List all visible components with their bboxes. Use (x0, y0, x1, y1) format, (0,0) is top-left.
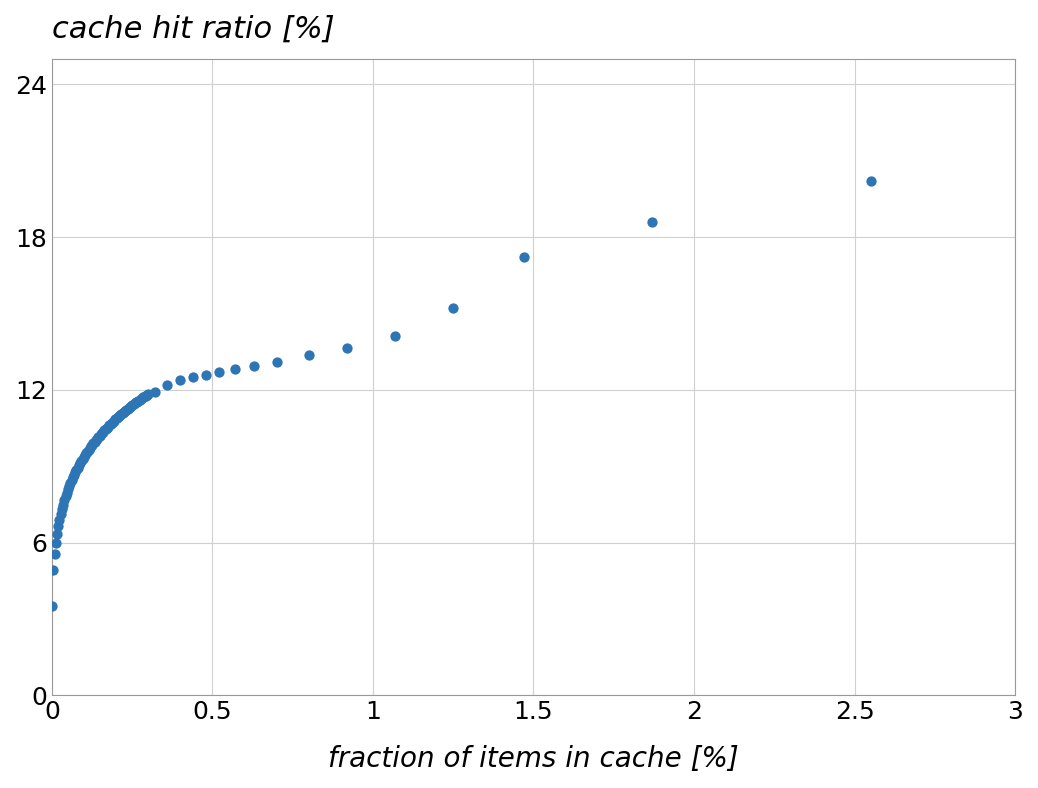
Point (58, 486, 75, 499)
Point (114, 407, 131, 419)
Point (62, 477, 79, 489)
Point (172, 374, 189, 386)
Point (137, 389, 154, 402)
Point (112, 409, 129, 422)
Point (98, 423, 114, 436)
Point (122, 400, 139, 412)
Point (140, 388, 157, 400)
Point (104, 417, 120, 429)
Point (129, 396, 145, 408)
Point (54, 503, 71, 515)
Point (127, 397, 143, 410)
Point (48, 536, 64, 548)
Point (55, 498, 72, 511)
Point (50, 520, 66, 533)
Point (61, 480, 78, 492)
Point (101, 419, 117, 432)
Point (51, 514, 67, 526)
Point (132, 393, 148, 406)
Point (185, 371, 201, 384)
Point (146, 386, 163, 399)
Point (445, 302, 462, 314)
Point (644, 215, 660, 228)
Point (93, 427, 110, 440)
Point (79, 445, 95, 458)
Point (47, 548, 63, 560)
Point (76, 451, 92, 463)
Point (121, 401, 138, 414)
Point (115, 406, 132, 418)
Point (44, 600, 60, 612)
Point (159, 378, 175, 391)
Point (82, 442, 99, 455)
Point (63, 474, 80, 486)
Point (59, 483, 76, 496)
Point (134, 392, 151, 404)
Point (339, 341, 356, 354)
Point (85, 437, 102, 449)
Point (128, 396, 144, 409)
Point (211, 366, 227, 378)
Point (80, 444, 97, 456)
Point (49, 527, 65, 540)
Point (516, 251, 532, 264)
Point (108, 412, 125, 425)
Point (86, 435, 103, 448)
Point (83, 440, 100, 453)
Point (99, 422, 115, 434)
Point (246, 359, 263, 372)
Point (77, 449, 93, 462)
Point (67, 466, 84, 478)
Point (113, 407, 130, 420)
Point (136, 390, 153, 403)
Point (387, 330, 404, 343)
Point (75, 453, 91, 466)
Point (117, 405, 134, 418)
Point (91, 429, 108, 442)
Point (119, 403, 136, 415)
Text: cache hit ratio [%]: cache hit ratio [%] (52, 15, 334, 44)
Point (118, 403, 135, 416)
Point (100, 420, 116, 433)
Point (130, 394, 146, 407)
Point (65, 469, 82, 481)
Point (197, 368, 214, 381)
Point (89, 433, 106, 445)
Point (126, 398, 142, 411)
Point (120, 402, 137, 414)
Point (300, 349, 317, 362)
Point (268, 355, 284, 368)
Point (106, 414, 122, 427)
Point (64, 471, 81, 484)
Point (226, 363, 243, 376)
Point (90, 431, 107, 444)
Point (72, 457, 88, 470)
Point (45, 564, 61, 577)
Point (109, 411, 126, 424)
Point (863, 175, 879, 188)
Point (56, 494, 73, 507)
Point (71, 459, 87, 472)
Point (70, 461, 86, 474)
Point (97, 424, 113, 437)
Point (94, 426, 111, 438)
Point (102, 418, 118, 430)
Point (87, 434, 104, 447)
X-axis label: fraction of items in cache [%]: fraction of items in cache [%] (328, 745, 739, 773)
Point (78, 447, 94, 459)
Point (52, 507, 69, 520)
Point (105, 415, 121, 428)
Point (133, 392, 149, 405)
Point (139, 388, 156, 401)
Point (92, 428, 109, 440)
Point (135, 391, 152, 403)
Point (111, 410, 128, 422)
Point (84, 438, 101, 451)
Point (107, 413, 124, 426)
Point (57, 490, 74, 503)
Point (69, 463, 85, 476)
Point (73, 455, 89, 467)
Point (125, 399, 141, 411)
